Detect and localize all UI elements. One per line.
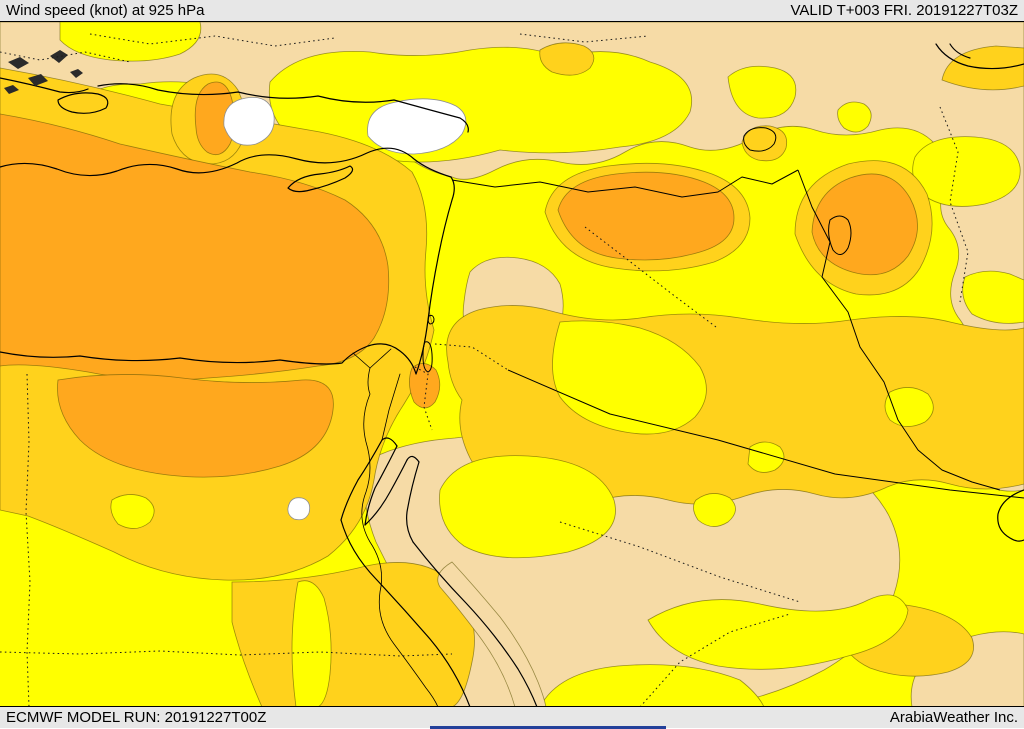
region-orange-levant-coast	[409, 363, 441, 409]
bottom-blue-strip	[430, 726, 666, 729]
nile-river	[361, 367, 439, 707]
suez-gulf-head	[381, 437, 398, 447]
region-white-turkey-1	[223, 97, 275, 146]
credit-label: ArabiaWeather Inc.	[889, 709, 1018, 726]
nile-delta-branch-west	[352, 352, 371, 369]
region-white-suez	[287, 497, 311, 521]
region-yellow-thrace	[59, 22, 202, 62]
region-gold-south-egypt	[231, 562, 475, 707]
red-sea-east-coast	[412, 541, 538, 707]
borders	[0, 33, 1024, 707]
lake-van	[743, 127, 777, 152]
header-bar: Wind speed (knot) at 925 hPa VALID T+003…	[0, 0, 1024, 22]
levant-egypt-coast	[0, 176, 455, 375]
region-yellow-saudi-2	[647, 594, 909, 670]
turkey-south-coast	[0, 147, 452, 178]
border-syria-iraq	[584, 226, 717, 328]
region-yellow-east-turkey-1	[727, 65, 797, 119]
model-run-label: ECMWF MODEL RUN: 20191227T00Z	[6, 709, 267, 726]
suez-canal	[381, 373, 401, 441]
orange-band-regions	[0, 81, 918, 478]
footer-bar: ECMWF MODEL RUN: 20191227T00Z ArabiaWeat…	[0, 706, 1024, 728]
border-saudi-interior-2	[639, 613, 791, 707]
sinai-east-coast	[364, 459, 408, 526]
gulf-of-suez-african-coast	[340, 439, 383, 521]
region-yellow-iran-1	[912, 136, 1021, 207]
border-balkans	[0, 51, 131, 63]
coastlines	[0, 43, 1024, 707]
marmara-sea-outline	[57, 92, 109, 114]
border-iran-interior	[939, 106, 969, 303]
gulf-of-aqaba-arabian-coast	[406, 461, 420, 543]
region-yellow-saudi-bottom	[539, 664, 765, 707]
region-orange-ne-syria	[557, 171, 735, 261]
aqaba-gulf-head	[406, 455, 420, 463]
sea-of-galilee	[427, 314, 435, 325]
border-egypt-libya	[25, 373, 31, 707]
region-yellow-saudi-1	[439, 455, 616, 559]
map-title: Wind speed (knot) at 925 hPa	[6, 2, 205, 19]
region-yellow-hole-small	[747, 441, 785, 473]
persian-gulf-coast	[997, 489, 1024, 542]
border-iraq-saudi	[507, 369, 1024, 499]
nile-delta-branch-east	[369, 348, 392, 369]
region-yellow-east-turkey-2	[837, 101, 872, 133]
black-sea-coast-west	[0, 77, 89, 94]
yellow-hole-regions	[110, 320, 934, 707]
border-egypt-sudan	[0, 650, 453, 657]
weather-map	[0, 22, 1024, 707]
lakes	[422, 127, 852, 373]
caspian-inner-line	[949, 43, 971, 59]
border-turkey-syria	[451, 169, 799, 198]
border-iraq-iran	[797, 169, 1001, 491]
aegean-island-4	[4, 85, 19, 94]
region-yellow-hole-east	[884, 387, 934, 427]
region-orange-east-iraq	[811, 173, 918, 276]
caspian-coast	[935, 43, 1024, 70]
region-yellow-egypt-channel	[291, 580, 332, 707]
red-sea-west-coast	[340, 519, 471, 707]
valid-time-label: VALID T+003 FRI. 20191227T03Z	[790, 2, 1019, 19]
aegean-island-3	[50, 50, 68, 63]
region-yellow-egypt-west	[110, 494, 155, 529]
dead-sea	[422, 341, 433, 373]
rivers	[352, 348, 439, 707]
gulf-of-suez-sinai-coast	[364, 445, 398, 526]
border-turkey-interior-1	[89, 33, 336, 47]
aegean-island-2	[28, 74, 48, 86]
aegean-island-5	[70, 69, 83, 78]
region-yellow-iran-2	[962, 270, 1024, 324]
cyprus-island	[287, 165, 354, 193]
aegean-island-1	[8, 57, 29, 69]
black-sea-coast	[97, 83, 469, 133]
region-yellow-saudi-3	[693, 493, 736, 527]
region-gold-turkey-top	[539, 42, 595, 76]
region-orange-egypt-coast	[57, 374, 334, 478]
